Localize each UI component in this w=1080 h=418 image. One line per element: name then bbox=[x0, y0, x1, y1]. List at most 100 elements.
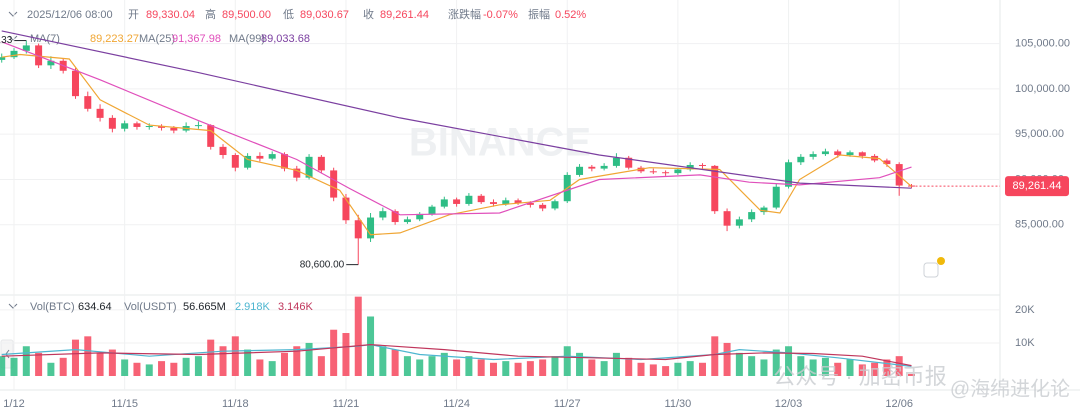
ma-line bbox=[1, 41, 912, 216]
ma-line bbox=[1, 30, 912, 189]
legend-label: MA(99) bbox=[229, 33, 265, 45]
info-label: 开 bbox=[128, 9, 139, 21]
legend-label: MA(7) bbox=[30, 33, 60, 45]
candle-body bbox=[772, 186, 780, 208]
legend-value: 89,033.68 bbox=[261, 33, 310, 45]
source-mark: 公众号 · 加密币报 bbox=[773, 364, 947, 389]
volume-ma-value: 3.146K bbox=[278, 301, 314, 313]
info-label: 低 bbox=[283, 8, 294, 21]
volume-bar bbox=[760, 359, 768, 376]
candle-body bbox=[280, 154, 288, 169]
candle-body bbox=[625, 157, 633, 168]
volume-bar bbox=[170, 362, 178, 376]
collapse-icon[interactable] bbox=[8, 11, 18, 17]
volume-bar bbox=[59, 357, 67, 376]
candle-body bbox=[477, 195, 485, 203]
tool-icon[interactable] bbox=[923, 262, 939, 278]
volume-bar bbox=[563, 346, 571, 376]
candle-body bbox=[895, 164, 903, 186]
x-tick-label: 12/03 bbox=[775, 398, 803, 410]
volume-bar bbox=[649, 364, 657, 376]
candle-body bbox=[453, 199, 461, 204]
candle-body bbox=[35, 45, 43, 66]
candle-body bbox=[502, 200, 510, 204]
info-value: 89,330.04 bbox=[146, 9, 195, 21]
candle-body bbox=[158, 126, 166, 128]
volume-bar bbox=[526, 361, 534, 376]
volume-bar bbox=[305, 342, 313, 376]
legend-label: MA(25) bbox=[139, 33, 175, 45]
volume-bar bbox=[379, 346, 387, 376]
volume-bar bbox=[354, 296, 362, 376]
candle-body bbox=[293, 168, 301, 178]
volume-bar bbox=[576, 352, 584, 376]
info-value: 89,030.67 bbox=[300, 9, 349, 21]
candle-body bbox=[834, 151, 842, 156]
candle-body bbox=[416, 213, 424, 220]
candle-body bbox=[649, 171, 657, 173]
volume-bar bbox=[735, 352, 743, 376]
candle-body bbox=[354, 220, 362, 239]
volume-bar bbox=[96, 352, 104, 376]
candle-body bbox=[317, 156, 325, 171]
volume-bar bbox=[231, 336, 239, 376]
volume-bar bbox=[797, 356, 805, 376]
x-tick-label: 11/18 bbox=[222, 398, 249, 410]
collapse-icon[interactable] bbox=[8, 35, 18, 41]
volume-bar bbox=[10, 357, 18, 376]
volume-bar bbox=[0, 356, 6, 376]
volume-value: 56.665M bbox=[183, 301, 226, 313]
candle-body bbox=[170, 127, 178, 131]
volume-bar bbox=[539, 359, 547, 376]
candle-body bbox=[539, 204, 547, 209]
info-value: 89,261.44 bbox=[380, 9, 429, 21]
volume-bar bbox=[317, 356, 325, 376]
volume-bar bbox=[403, 356, 411, 376]
candle-body bbox=[330, 170, 338, 198]
candle-body bbox=[674, 169, 682, 174]
y-tick-label: 10K bbox=[1015, 337, 1035, 349]
candle-body bbox=[489, 202, 497, 204]
candle-body bbox=[391, 211, 399, 223]
volume-bar bbox=[35, 352, 43, 376]
volume-bar bbox=[280, 352, 288, 376]
candle-body bbox=[514, 200, 522, 204]
candle-body bbox=[207, 125, 215, 147]
candle-body bbox=[84, 96, 92, 109]
info-label: 涨跌幅 bbox=[448, 7, 481, 21]
candle-body bbox=[526, 203, 534, 205]
candle-body bbox=[735, 219, 743, 226]
volume-bar bbox=[612, 352, 620, 376]
candle-body bbox=[785, 162, 793, 187]
x-tick-label: 1/12 bbox=[3, 398, 24, 410]
volume-bar bbox=[133, 362, 141, 376]
volume-bar bbox=[551, 356, 559, 376]
volume-bar bbox=[158, 361, 166, 376]
y-tick-label: 95,000.00 bbox=[1015, 128, 1064, 140]
volume-ma-line bbox=[1, 343, 912, 367]
collapse-icon[interactable] bbox=[8, 303, 18, 309]
info-value: 89,500.00 bbox=[222, 9, 271, 21]
candle-body bbox=[256, 155, 264, 159]
volume-bar bbox=[723, 342, 731, 376]
candle-body bbox=[379, 211, 387, 218]
current-price-tag bbox=[1005, 176, 1069, 197]
volume-bar bbox=[121, 359, 129, 376]
volume-bar bbox=[846, 359, 854, 376]
candle-body bbox=[342, 197, 350, 221]
volume-bar bbox=[772, 349, 780, 376]
volume-bar bbox=[489, 362, 497, 376]
candle-body bbox=[10, 50, 18, 58]
x-tick-label: 11/15 bbox=[111, 398, 138, 410]
volume-bar bbox=[391, 349, 399, 376]
candle-body bbox=[121, 123, 129, 129]
volume-bar bbox=[293, 346, 301, 376]
volume-value: 634.64 bbox=[78, 301, 112, 313]
candle-body bbox=[194, 125, 202, 127]
candle-body bbox=[428, 206, 436, 214]
volume-bar bbox=[453, 359, 461, 376]
candle-body bbox=[612, 157, 620, 166]
